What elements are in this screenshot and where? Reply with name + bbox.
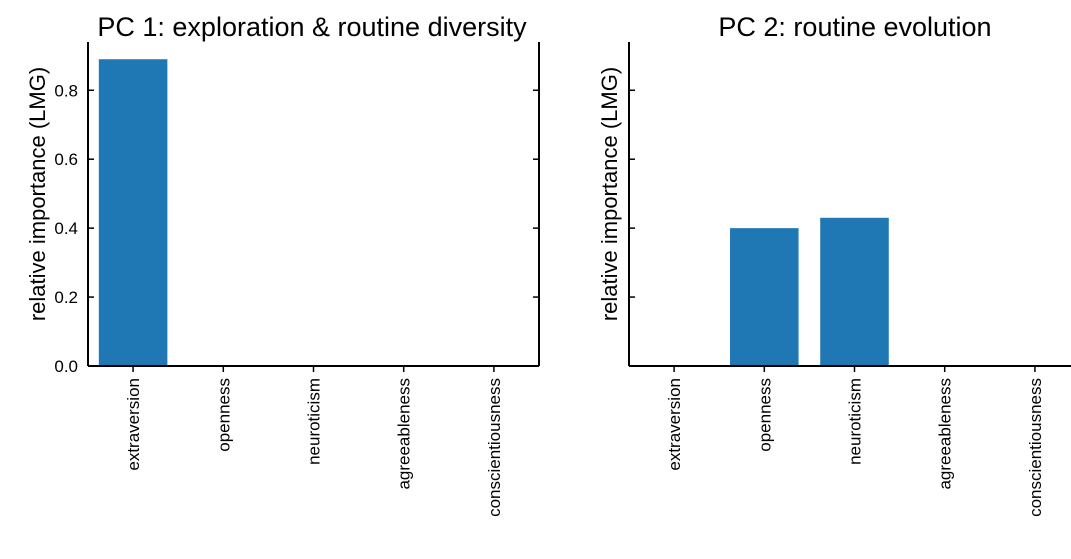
chart-title: PC 2: routine evolution [718, 12, 991, 42]
x-tick-label-openness: openness [214, 378, 233, 452]
x-tick-label-openness: openness [755, 378, 774, 452]
x-tick-label-conscientiousness: conscientiousness [1026, 378, 1045, 517]
x-tick-label-neuroticism: neuroticism [305, 378, 324, 465]
x-tick-label-neuroticism: neuroticism [846, 378, 865, 465]
y-tick-label: 0.4 [54, 219, 78, 238]
y-tick-label: 0.6 [54, 150, 78, 169]
x-tick-label-extraversion: extraversion [665, 378, 684, 471]
bar-extraversion [98, 59, 168, 366]
y-axis-label: relative importance (LMG) [25, 67, 50, 321]
x-tick-label-agreeableness: agreeableness [936, 378, 955, 490]
x-tick-label-extraversion: extraversion [124, 378, 143, 471]
bar-neuroticism [820, 217, 889, 366]
y-tick-label: 0.0 [54, 357, 78, 376]
x-tick-label-conscientiousness: conscientiousness [485, 378, 504, 517]
bar-openness [730, 228, 799, 366]
chart-title: PC 1: exploration & routine diversity [97, 12, 527, 42]
y-tick-label: 0.8 [54, 81, 78, 100]
y-axis-label: relative importance (LMG) [597, 67, 622, 321]
y-tick-label: 0.2 [54, 288, 78, 307]
x-tick-label-agreeableness: agreeableness [395, 378, 414, 490]
